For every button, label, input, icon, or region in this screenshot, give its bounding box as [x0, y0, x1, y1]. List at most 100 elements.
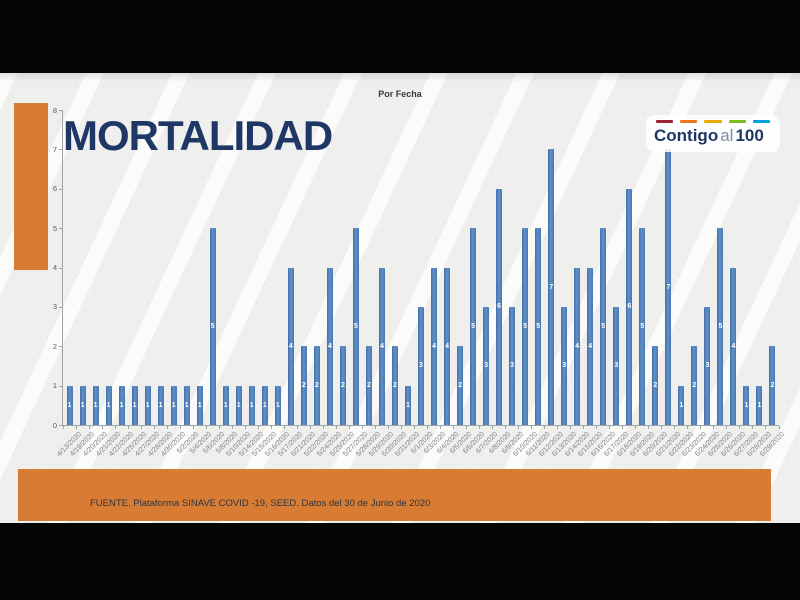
x-tick-mark: [635, 426, 637, 429]
bar-value-label: 4: [327, 342, 332, 350]
bar-value-label: 6: [627, 303, 632, 311]
logo-dash: [704, 120, 722, 123]
bar: 1: [678, 385, 685, 425]
x-tick-mark: [726, 426, 728, 429]
bar: 3: [704, 306, 711, 425]
logo-word-contigo: Contigo: [654, 126, 719, 145]
x-tick-mark: [440, 426, 442, 429]
x-tick-mark: [166, 426, 168, 429]
x-tick-mark: [413, 426, 415, 429]
bar-value-label: 1: [171, 401, 176, 409]
bar-value-label: 2: [692, 382, 697, 390]
y-tick-label: 1: [52, 381, 57, 391]
x-tick-mark: [205, 426, 207, 429]
x-tick-mark: [88, 426, 90, 429]
bar: 5: [470, 228, 477, 425]
bar-value-label: 2: [393, 382, 397, 390]
bar-value-label: 2: [366, 382, 371, 390]
bar: 5: [600, 228, 607, 425]
bar: 2: [365, 346, 372, 425]
bar: 1: [222, 385, 229, 425]
y-tick-mark: [59, 385, 62, 387]
bar: 2: [691, 346, 698, 425]
x-tick-mark: [101, 426, 103, 429]
bar-value-label: 2: [301, 382, 306, 390]
bar: 3: [418, 306, 424, 425]
bar: 2: [339, 346, 346, 425]
y-tick-mark: [59, 267, 62, 269]
bar-value-label: 5: [210, 323, 215, 331]
bar: 1: [743, 385, 750, 425]
x-tick-mark: [296, 426, 298, 429]
bar: 6: [626, 188, 633, 425]
bar-value-label: 3: [510, 362, 515, 370]
x-tick-mark: [283, 426, 285, 429]
bar-value-label: 1: [80, 401, 85, 409]
bar: 5: [522, 228, 529, 425]
bar: 2: [457, 346, 464, 425]
bar: 2: [769, 346, 776, 425]
bar-value-label: 2: [458, 382, 462, 390]
y-tick-label: 7: [52, 144, 57, 154]
bar: 4: [326, 267, 333, 425]
source-band: FUENTE. Plataforma SINAVE COVID -19, SEE…: [18, 469, 771, 521]
bar: 1: [196, 385, 203, 425]
bar-value-label: 4: [588, 342, 593, 350]
bar-value-label: 3: [419, 362, 423, 370]
bar: 5: [535, 228, 542, 425]
x-tick-mark: [244, 426, 246, 429]
bar-value-label: 4: [379, 342, 384, 350]
x-tick-mark: [309, 426, 311, 429]
bar: 1: [404, 385, 411, 425]
x-tick-mark: [700, 426, 702, 429]
bar-value-label: 1: [197, 401, 202, 409]
bar: 3: [509, 306, 516, 425]
x-tick-mark: [752, 426, 754, 429]
x-tick-mark: [453, 426, 455, 429]
bar-value-label: 1: [93, 401, 98, 409]
logo-dash: [656, 120, 674, 123]
bar-value-label: 1: [262, 401, 267, 409]
y-tick-label: 8: [52, 105, 57, 115]
bar-value-label: 3: [705, 362, 710, 370]
y-tick-label: 6: [52, 184, 57, 194]
x-tick-mark: [531, 426, 533, 429]
bar: 5: [639, 228, 646, 425]
bar: 1: [66, 385, 73, 425]
x-tick-mark: [622, 426, 624, 429]
bar: 6: [496, 188, 503, 425]
x-tick-mark: [62, 426, 64, 429]
x-tick-mark: [583, 426, 585, 429]
bar-value-label: 1: [236, 401, 241, 409]
x-tick-mark: [400, 426, 402, 429]
x-tick-mark: [739, 426, 741, 429]
bar-value-label: 7: [549, 283, 554, 291]
bar-value-label: 1: [275, 401, 280, 409]
bar-value-label: 1: [406, 401, 410, 409]
x-tick-mark: [544, 426, 546, 429]
bar-value-label: 3: [484, 362, 489, 370]
bar: 1: [183, 385, 190, 425]
bar-value-label: 5: [640, 323, 645, 331]
bar: 1: [118, 385, 125, 425]
y-tick-mark: [59, 228, 62, 230]
bar: 3: [561, 306, 568, 425]
orange-accent-block: [14, 103, 48, 270]
x-tick-mark: [361, 426, 363, 429]
logo-dash: [728, 120, 746, 123]
x-tick-mark: [335, 426, 337, 429]
bar-value-label: 1: [119, 401, 124, 409]
x-tick-mark: [570, 426, 572, 429]
x-tick-mark: [270, 426, 272, 429]
x-tick-mark: [374, 426, 376, 429]
bar-value-label: 2: [653, 382, 658, 390]
x-tick-mark: [387, 426, 389, 429]
logo-word-100: 100: [735, 126, 764, 145]
bar-value-label: 1: [145, 401, 150, 409]
x-tick-mark: [218, 426, 220, 429]
bar-value-label: 4: [432, 342, 436, 350]
bar-value-label: 4: [288, 342, 293, 350]
